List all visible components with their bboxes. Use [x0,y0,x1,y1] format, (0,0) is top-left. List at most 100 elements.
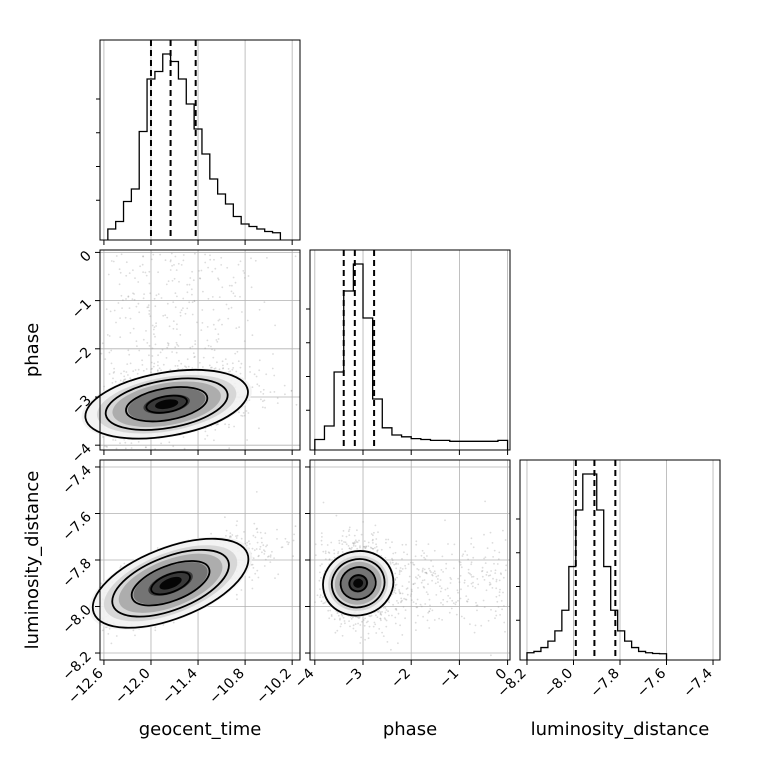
scatter-point [105,308,108,311]
scatter-point [411,590,413,593]
scatter-point [481,566,484,569]
scatter-point [182,254,185,256]
scatter-point [283,384,286,387]
scatter-point [409,595,412,597]
scatter-point [341,634,344,637]
scatter-point [423,579,426,581]
scatter-point [421,579,424,582]
scatter-point [137,302,140,305]
scatter-point [179,311,182,314]
scatter-point [491,542,494,544]
scatter-point [352,616,354,619]
scatter-point [417,574,420,577]
scatter-point [269,391,272,393]
scatter-point [399,624,401,627]
scatter-point [251,563,254,566]
scatter-point [154,335,156,338]
scatter-point [321,563,323,565]
scatter-point [142,271,145,273]
scatter-point [328,552,331,554]
scatter-point [225,529,228,532]
scatter-point [406,587,409,589]
scatter-point [460,566,463,569]
scatter-point [493,562,495,565]
scatter-point [225,535,227,537]
scatter-point [194,343,197,346]
scatter-point [324,552,327,555]
scatter-point [400,570,403,572]
scatter-point [191,313,194,316]
scatter-point [320,539,323,542]
contour-line [330,558,386,609]
scatter-point [259,531,262,534]
scatter-point [134,277,136,279]
scatter-point [129,362,132,365]
scatter-point [430,560,432,562]
scatter-point [442,603,444,606]
scatter-point [385,538,387,541]
scatter-point [260,398,262,401]
scatter-point [218,368,221,371]
scatter-point [375,538,378,540]
scatter-point [175,341,178,344]
scatter-point [258,359,261,362]
scatter-point [177,262,180,265]
scatter-point [319,588,321,590]
scatter-point [481,575,484,578]
scatter-point [328,617,331,620]
scatter-point [254,536,257,539]
scatter-point [503,621,506,624]
scatter-point [369,615,372,618]
scatter-point [125,261,128,264]
scatter-point [172,621,175,624]
scatter-point [359,546,361,549]
scatter-point [401,599,403,602]
scatter-point [132,629,135,632]
scatter-point [150,258,153,261]
scatter-point [362,521,364,523]
scatter-point [364,617,366,620]
scatter-point [178,280,180,283]
scatter-point [227,368,230,370]
scatter-point [136,372,139,375]
scatter-point [129,377,132,380]
scatter-point [341,614,344,617]
scatter-point [201,322,204,324]
scatter-point [216,340,219,343]
scatter-point [354,545,357,547]
scatter-point [379,611,382,613]
scatter-point [217,277,219,280]
scatter-point [451,599,454,602]
scatter-point [379,612,382,615]
scatter-point [168,441,171,444]
scatter-point [213,368,216,370]
scatter-point [395,609,398,611]
scatter-point [153,297,156,300]
scatter-point [358,539,360,542]
scatter-point [148,282,151,285]
scatter-point [243,414,246,417]
scatter-point [233,425,236,428]
scatter-point [452,602,455,605]
scatter-point [127,349,130,352]
scatter-point [492,577,494,580]
scatter-point [213,349,216,352]
scatter-point [176,328,178,330]
scatter-point [421,549,424,552]
scatter-point [115,635,118,637]
scatter-point [343,620,346,622]
scatter-point [485,589,488,592]
scatter-point [259,548,261,550]
scatter-point [177,345,180,347]
scatter-point [255,528,258,530]
scatter-point [152,328,155,331]
scatter-point [322,602,325,605]
scatter-point [489,583,492,586]
x-tick-label: −3 [340,666,366,692]
scatter-point [483,606,486,608]
scatter-point [354,630,357,632]
scatter-point [213,258,215,261]
scatter-point [261,541,263,544]
contour-line [150,571,191,596]
scatter-point [347,530,350,533]
